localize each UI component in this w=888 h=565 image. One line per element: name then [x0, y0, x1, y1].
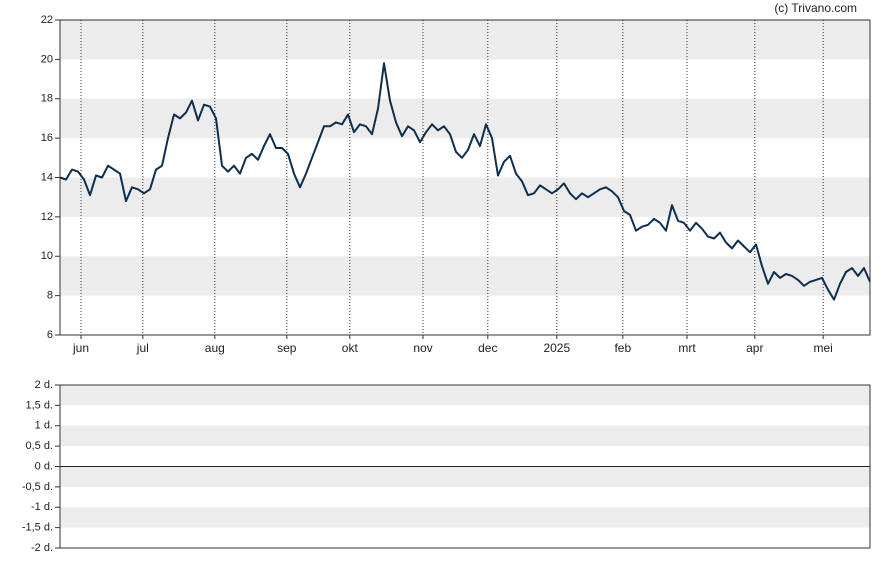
- y-tick-label: 22: [41, 14, 53, 26]
- grid-band: [60, 425, 870, 447]
- y-tick-label: 1,5 d.: [25, 399, 53, 411]
- y-tick-label: 0 d.: [35, 460, 53, 472]
- x-tick-label: sep: [277, 341, 297, 355]
- y-tick-label: -1 d.: [31, 501, 53, 513]
- plot-frame: [59, 19, 871, 336]
- x-tick-label: feb: [614, 341, 631, 355]
- y-tick-label: 2 d.: [35, 379, 53, 391]
- y-tick-label: 12: [41, 211, 53, 223]
- y-tick-label: 0,5 d.: [25, 440, 53, 452]
- y-tick-label: 14: [41, 171, 53, 183]
- x-tick-label: 2025: [543, 341, 570, 355]
- grid-band: [60, 385, 870, 406]
- grid-band: [60, 507, 870, 528]
- x-tick-label: jul: [136, 341, 149, 355]
- y-tick-label: 16: [41, 132, 53, 144]
- x-tick-label: okt: [342, 341, 359, 355]
- credit: (c) Trivano.com: [774, 1, 857, 15]
- y-tick-label: 20: [41, 53, 53, 65]
- grid-band: [60, 256, 870, 296]
- grid-band: [60, 466, 870, 487]
- y-tick-label: 1 d.: [35, 420, 53, 432]
- x-tick-label: apr: [746, 341, 763, 355]
- x-tick-label: nov: [413, 341, 432, 355]
- x-tick-label: jun: [72, 341, 89, 355]
- y-tick-label: -2 d.: [31, 542, 53, 554]
- plot-frame: [59, 384, 871, 549]
- x-tick-label: mei: [814, 341, 833, 355]
- y-tick-label: -1,5 d.: [22, 522, 53, 534]
- x-tick-label: dec: [478, 341, 497, 355]
- y-tick-label: 6: [47, 329, 53, 341]
- grid-band: [60, 20, 870, 60]
- price-line: [59, 62, 871, 301]
- x-tick-label: aug: [205, 341, 225, 355]
- y-tick-label: 8: [47, 290, 53, 302]
- y-tick-label: 10: [41, 250, 53, 262]
- x-tick-label: mrt: [678, 341, 696, 355]
- grid-band: [60, 98, 870, 139]
- y-tick-label: -0,5 d.: [22, 481, 53, 493]
- y-tick-label: 18: [41, 93, 53, 105]
- grid-band: [60, 177, 870, 217]
